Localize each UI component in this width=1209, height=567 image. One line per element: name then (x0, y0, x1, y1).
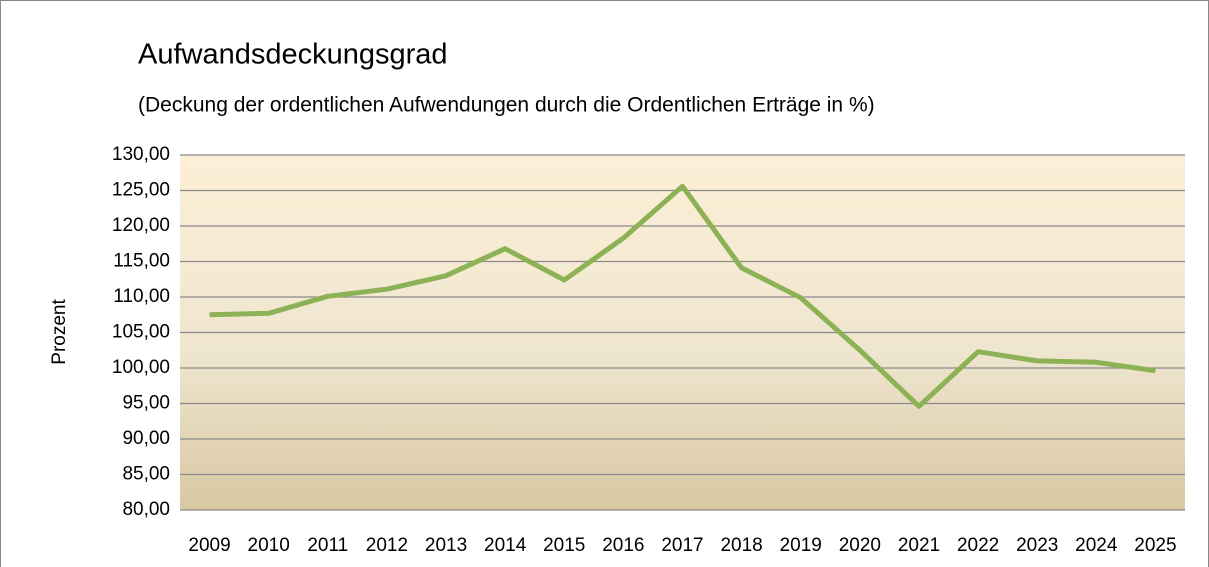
y-tick-label: 130,00 (112, 144, 170, 165)
x-tick-label: 2014 (484, 535, 527, 556)
x-tick-label: 2016 (602, 535, 644, 556)
y-tick-label: 110,00 (113, 286, 170, 307)
x-tick-label: 2025 (1134, 535, 1176, 556)
y-tick-label: 105,00 (112, 322, 170, 343)
y-tick-label: 125,00 (112, 180, 170, 201)
x-tick-label: 2012 (366, 535, 408, 556)
y-tick-label: 120,00 (112, 215, 170, 236)
chart-subtitle: (Deckung der ordentlichen Aufwendungen d… (138, 94, 875, 117)
x-tick-label: 2018 (720, 535, 762, 556)
x-tick-label: 2019 (780, 535, 822, 556)
x-tick-label: 2021 (898, 535, 940, 556)
y-tick-label: 85,00 (122, 464, 170, 485)
x-tick-label: 2009 (188, 535, 230, 556)
y-tick-label: 90,00 (122, 428, 170, 449)
x-tick-label: 2010 (248, 535, 290, 556)
y-axis-label: Prozent (49, 299, 70, 365)
x-tick-label: 2023 (1016, 535, 1058, 556)
y-tick-label: 100,00 (112, 357, 170, 378)
x-tick-label: 2022 (957, 535, 999, 556)
x-tick-label: 2024 (1075, 535, 1118, 556)
y-tick-label: 95,00 (122, 393, 170, 414)
chart-title: Aufwandsdeckungsgrad (138, 39, 448, 71)
y-tick-label: 115,00 (113, 251, 170, 272)
x-tick-label: 2011 (307, 535, 348, 556)
x-tick-label: 2013 (425, 535, 467, 556)
x-tick-label: 2015 (543, 535, 585, 556)
y-tick-label: 80,00 (122, 499, 170, 520)
x-tick-label: 2020 (839, 535, 881, 556)
data-line (209, 183, 1156, 409)
x-tick-label: 2017 (661, 535, 703, 556)
